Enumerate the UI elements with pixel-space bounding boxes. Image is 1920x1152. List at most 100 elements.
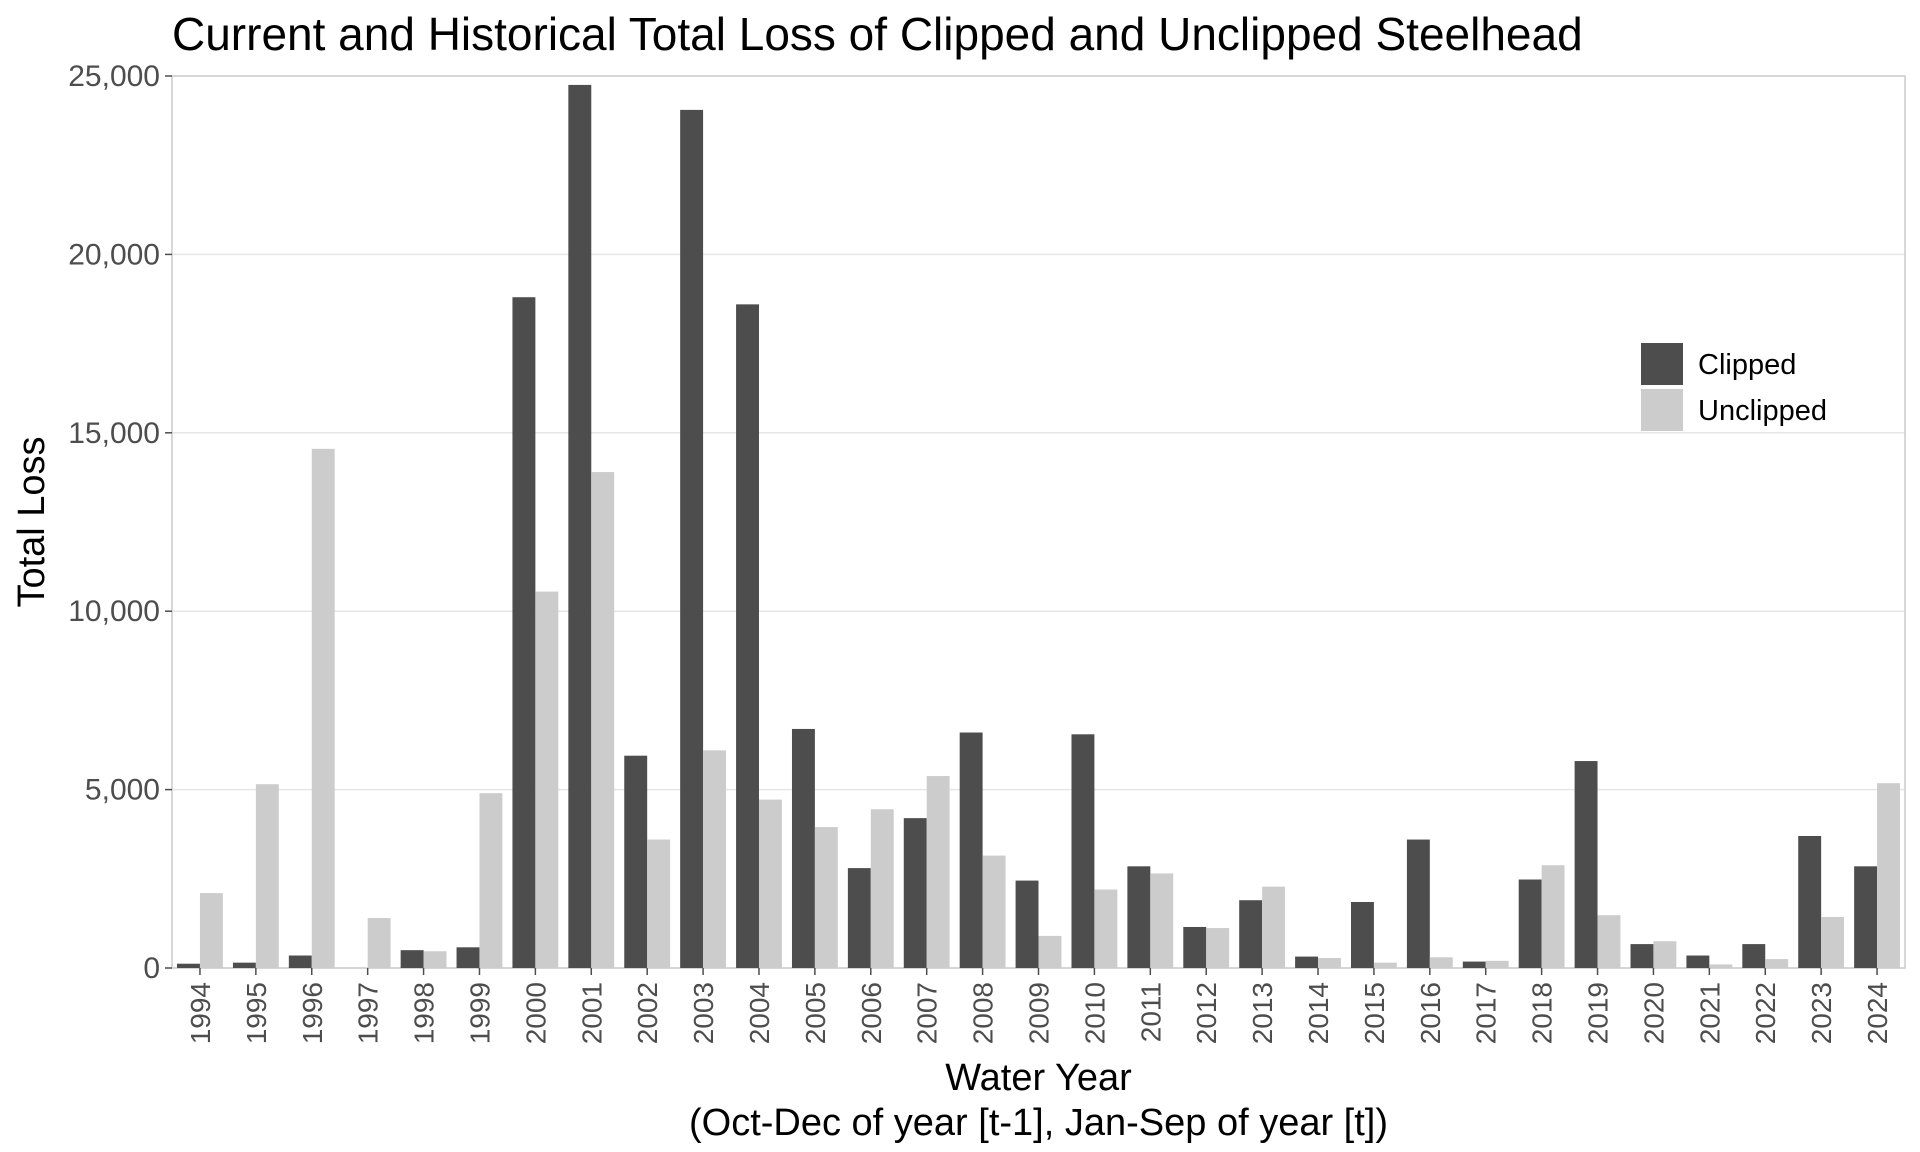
x-tick-label: 2024 — [1862, 982, 1893, 1044]
bar-unclipped-2023 — [1821, 916, 1845, 968]
bar-unclipped-2002 — [647, 839, 671, 968]
bar-unclipped-2006 — [870, 809, 894, 968]
bar-clipped-2013 — [1239, 900, 1263, 968]
bar-clipped-2018 — [1518, 879, 1542, 968]
legend-label-clipped: Clipped — [1698, 349, 1796, 381]
plot-border — [171, 75, 1906, 969]
bar-unclipped-1998 — [423, 951, 447, 968]
bar-clipped-1999 — [456, 947, 480, 968]
bar-clipped-2008 — [959, 732, 983, 968]
bar-unclipped-2009 — [1038, 935, 1062, 968]
x-tick-label: 2004 — [744, 982, 775, 1044]
x-tick-label: 2022 — [1750, 982, 1781, 1044]
bar-unclipped-1997 — [367, 918, 391, 968]
bar-unclipped-2021 — [1709, 964, 1733, 968]
grid-lines — [172, 75, 1905, 969]
x-axis-title: Water Year — [945, 1057, 1132, 1099]
bar-unclipped-2000 — [535, 591, 559, 968]
bar-unclipped-2019 — [1597, 915, 1621, 968]
y-axis-title: Total Loss — [11, 436, 53, 607]
x-tick-label: 1994 — [185, 982, 216, 1044]
bar-clipped-2012 — [1183, 926, 1207, 968]
bar-clipped-2010 — [1071, 734, 1095, 968]
x-tick-label: 2009 — [1024, 982, 1055, 1044]
legend-label-unclipped: Unclipped — [1698, 395, 1827, 427]
bar-clipped-2003 — [680, 109, 704, 969]
bar-clipped-2016 — [1406, 839, 1430, 968]
x-axis-subtitle: (Oct-Dec of year [t-1], Jan-Sep of year … — [689, 1102, 1388, 1144]
y-tick-label: 10,000 — [68, 595, 160, 628]
x-tick-label: 1997 — [353, 982, 384, 1044]
bar-clipped-2022 — [1742, 944, 1766, 968]
bars — [177, 84, 1900, 969]
bar-clipped-2023 — [1798, 835, 1822, 968]
bar-unclipped-2004 — [758, 799, 782, 968]
x-tick-label: 2015 — [1359, 982, 1390, 1044]
x-tick-label: 2007 — [912, 982, 943, 1044]
y-tick-label: 5,000 — [85, 774, 160, 807]
x-tick-label: 2001 — [576, 982, 607, 1044]
bar-unclipped-2007 — [926, 776, 950, 968]
bar-clipped-1996 — [288, 955, 312, 968]
bar-unclipped-2024 — [1877, 783, 1900, 968]
bar-clipped-2020 — [1630, 944, 1654, 968]
x-tick-label: 2012 — [1191, 982, 1222, 1044]
bar-clipped-2001 — [568, 84, 592, 969]
x-tick-label: 1999 — [464, 982, 495, 1044]
bar-clipped-2004 — [736, 304, 759, 968]
legend-key-clipped — [1641, 343, 1683, 385]
bar-clipped-2002 — [624, 755, 648, 968]
x-tick-label: 1996 — [297, 982, 328, 1044]
x-tick-label: 1998 — [409, 982, 440, 1044]
bar-unclipped-2017 — [1485, 960, 1509, 968]
bar-clipped-2014 — [1295, 956, 1319, 968]
bar-unclipped-1994 — [199, 893, 223, 968]
x-tick-label: 2014 — [1303, 982, 1334, 1044]
x-tick-label: 2018 — [1527, 982, 1558, 1044]
x-tick-label: 2011 — [1135, 982, 1166, 1042]
y-axis-ticks: 0 5,000 10,000 15,000 20,000 25,000 — [68, 60, 172, 985]
bar-clipped-2021 — [1686, 955, 1710, 968]
y-tick-label: 20,000 — [68, 238, 160, 271]
x-tick-label: 2005 — [800, 982, 831, 1044]
x-axis-ticks: 1994 1995 1996 1997 1998 1999 2000 2001 2002 2003… — [185, 968, 1893, 1044]
x-tick-label: 2020 — [1638, 982, 1669, 1044]
y-tick-label: 0 — [143, 952, 160, 985]
x-tick-label: 2019 — [1583, 982, 1614, 1044]
bar-unclipped-2013 — [1262, 886, 1286, 968]
bar-unclipped-2020 — [1653, 941, 1677, 968]
bar-unclipped-1999 — [479, 793, 503, 968]
bar-clipped-1998 — [400, 950, 424, 968]
bar-clipped-2015 — [1350, 901, 1374, 968]
y-tick-label: 25,000 — [68, 60, 160, 93]
bar-unclipped-2022 — [1765, 959, 1789, 968]
x-tick-label: 2017 — [1471, 982, 1502, 1044]
bar-clipped-2011 — [1127, 866, 1151, 968]
bar-unclipped-2005 — [814, 827, 838, 968]
x-tick-label: 2010 — [1079, 982, 1110, 1044]
legend-key-unclipped — [1641, 389, 1683, 431]
bar-unclipped-1995 — [255, 784, 279, 968]
bar-clipped-2019 — [1574, 761, 1598, 968]
bar-clipped-1994 — [177, 963, 200, 968]
bar-unclipped-2015 — [1373, 962, 1397, 968]
x-tick-label: 2013 — [1247, 982, 1278, 1044]
bar-unclipped-2018 — [1541, 865, 1565, 968]
legend: Clipped Unclipped — [1641, 343, 1827, 431]
bar-clipped-2007 — [903, 818, 927, 968]
x-tick-label: 1995 — [241, 982, 272, 1044]
bar-unclipped-2008 — [982, 855, 1006, 968]
x-tick-label: 2023 — [1806, 982, 1837, 1044]
x-tick-label: 2002 — [632, 982, 663, 1044]
bar-clipped-2005 — [791, 728, 815, 968]
bar-clipped-2024 — [1854, 866, 1878, 968]
chart-title: Current and Historical Total Loss of Cli… — [172, 8, 1583, 60]
x-tick-label: 2003 — [688, 982, 719, 1044]
bar-unclipped-2011 — [1150, 873, 1174, 968]
x-tick-label: 2016 — [1415, 982, 1446, 1044]
bar-unclipped-2010 — [1094, 889, 1118, 968]
bar-unclipped-2012 — [1206, 928, 1230, 968]
x-tick-label: 2006 — [856, 982, 887, 1044]
bar-unclipped-2016 — [1429, 957, 1453, 968]
